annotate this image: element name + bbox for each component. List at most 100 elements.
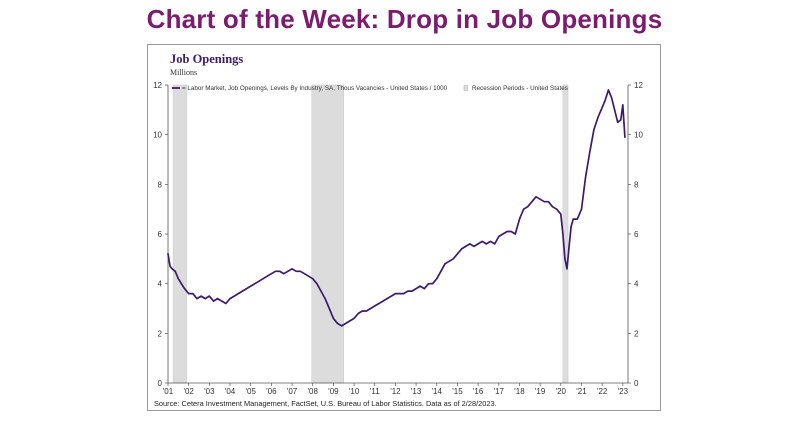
data-point: [613, 109, 616, 111]
x-tick-label: '01: [163, 387, 174, 396]
data-point: [407, 290, 409, 292]
data-point: [270, 273, 272, 275]
x-tick-label: '18: [514, 387, 525, 396]
data-point: [279, 270, 281, 272]
x-tick-label: '08: [308, 387, 319, 396]
data-point: [303, 273, 306, 275]
data-point: [585, 176, 587, 178]
y-tick-label-right: 8: [634, 180, 639, 189]
x-tick-label: '19: [535, 387, 546, 396]
data-point: [481, 240, 483, 243]
data-point: [465, 245, 467, 248]
data-point: [171, 268, 173, 270]
data-point: [390, 295, 392, 297]
data-point: [365, 310, 368, 312]
data-point: [502, 233, 504, 235]
legend-series-label: = Labor Market, Job Openings, Levels By …: [182, 85, 448, 92]
x-tick-label: '22: [597, 387, 608, 396]
data-point: [274, 270, 277, 272]
data-point: [601, 106, 603, 108]
data-point: [617, 121, 619, 123]
x-tick-label: '03: [204, 387, 215, 396]
data-point: [398, 293, 401, 295]
data-point: [547, 201, 550, 203]
data-point: [370, 307, 372, 310]
data-point: [394, 293, 397, 295]
x-tick-label: '04: [225, 387, 236, 396]
data-point: [444, 263, 446, 265]
data-point: [341, 325, 343, 327]
data-point: [188, 293, 190, 295]
source-note: Source: Cetera Investment Management, Fa…: [154, 399, 497, 408]
data-point: [460, 248, 463, 250]
data-point: [570, 225, 572, 228]
data-point: [566, 268, 568, 270]
data-point: [328, 307, 330, 310]
data-point: [283, 273, 285, 275]
data-point: [440, 270, 442, 272]
y-tick-label-left: 10: [153, 131, 162, 140]
data-point: [208, 295, 210, 297]
y-tick-label-right: 12: [634, 81, 643, 90]
legend-recession-marker: [463, 85, 468, 91]
data-point: [378, 302, 380, 305]
y-tick-label-left: 12: [153, 81, 162, 90]
data-point: [374, 305, 376, 307]
data-point: [436, 278, 438, 280]
x-tick-label: '05: [245, 387, 256, 396]
data-point: [250, 285, 252, 287]
data-point: [167, 253, 169, 255]
data-point: [415, 288, 417, 290]
data-point: [452, 258, 454, 260]
data-point: [254, 283, 256, 285]
series-line-job-openings: [167, 89, 626, 327]
data-point: [204, 297, 206, 300]
data-point: [403, 293, 405, 295]
data-point: [622, 104, 624, 106]
data-point: [518, 218, 521, 220]
data-point: [174, 270, 176, 272]
data-point: [324, 297, 326, 300]
x-tick-label: '02: [183, 387, 194, 396]
data-point: [320, 290, 322, 292]
data-point: [551, 206, 554, 208]
data-point: [485, 243, 487, 245]
data-point: [539, 198, 541, 200]
data-point: [597, 116, 599, 118]
data-point: [332, 317, 334, 320]
data-point: [514, 233, 516, 235]
data-point: [345, 322, 347, 324]
data-point: [560, 213, 562, 215]
page-headline: Chart of the Week: Drop in Job Openings: [146, 4, 663, 34]
data-point: [225, 302, 227, 305]
chart-panel: Job Openings Millions 0 0 2 2 4 4 6 6 8 8 10 10 12 12…: [147, 44, 661, 411]
x-tick-label: '17: [494, 387, 505, 396]
data-point: [469, 243, 471, 245]
y-tick-label-left: 6: [158, 230, 163, 239]
data-point: [196, 297, 198, 300]
x-tick-label: '23: [618, 387, 629, 396]
data-point: [456, 253, 459, 255]
data-point: [382, 300, 384, 302]
data-point: [498, 235, 500, 238]
data-point: [295, 270, 297, 272]
data-point: [604, 99, 606, 101]
data-point: [535, 196, 537, 198]
unit-label: Millions: [170, 68, 197, 77]
data-point: [419, 285, 421, 287]
x-tick-label: '09: [328, 387, 339, 396]
data-point: [200, 295, 202, 297]
data-point: [580, 208, 583, 210]
y-tick-label-left: 2: [158, 329, 163, 338]
data-point: [386, 297, 388, 300]
y-tick-label-left: 4: [158, 280, 163, 289]
x-tick-label: '16: [473, 387, 484, 396]
data-point: [593, 129, 595, 131]
recession-band-1: [172, 84, 187, 384]
y-tick-label-left: 0: [158, 379, 163, 388]
data-point: [556, 208, 558, 210]
y-tick-label-left: 8: [158, 180, 163, 189]
data-point: [564, 258, 566, 260]
data-point: [245, 288, 248, 290]
data-point: [192, 293, 194, 295]
